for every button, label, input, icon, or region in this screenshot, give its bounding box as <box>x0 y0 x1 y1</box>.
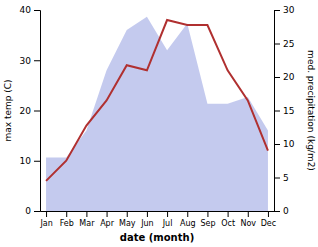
tick-mark <box>207 211 208 217</box>
axis-line <box>275 11 281 212</box>
tick-label: Jul <box>162 219 173 228</box>
tick-label: 5 <box>283 173 289 183</box>
tick-label: Feb <box>60 219 74 228</box>
tick-mark <box>274 77 280 78</box>
line <box>46 20 268 181</box>
plot-area: Jan Feb Mar Apr May Jun Jul Aug Sep Oct Nov Dec 0 10 2… <box>20 5 295 227</box>
tick-mark <box>127 211 128 217</box>
tick: Dec <box>261 211 276 228</box>
tick: 20 <box>20 106 40 116</box>
tick-label: Nov <box>240 219 256 228</box>
chart-container: Jan Feb Mar Apr May Jun Jul Aug Sep Oct Nov Dec 0 10 2… <box>0 0 318 247</box>
tick: 20 <box>274 72 295 82</box>
tick: Mar <box>79 211 95 228</box>
tick-mark <box>187 211 188 217</box>
tick-mark <box>86 211 87 217</box>
tick-label: 10 <box>20 156 32 166</box>
tick: 25 <box>274 39 294 49</box>
tick-mark <box>274 178 280 179</box>
tick-mark <box>66 211 67 217</box>
axis-line <box>41 211 275 212</box>
tick: Feb <box>60 211 74 228</box>
tick-mark <box>46 211 47 217</box>
tick-label: Jun <box>140 219 154 228</box>
tick-mark <box>274 44 280 45</box>
tick-mark <box>274 10 280 11</box>
x-axis: Jan Feb Mar Apr May Jun Jul Aug Sep Oct Nov Dec <box>39 211 276 228</box>
tick: Jan <box>39 211 52 228</box>
area <box>46 17 268 211</box>
tick-label: 20 <box>283 72 295 82</box>
tick: Oct <box>221 211 235 228</box>
x-axis-title: date (month) <box>120 232 194 243</box>
tick-mark <box>107 211 108 217</box>
tick-mark <box>274 144 280 145</box>
tick: Nov <box>240 211 256 228</box>
tick-label: 30 <box>283 5 295 15</box>
tick-label: 25 <box>283 39 294 49</box>
tick: May <box>119 211 136 228</box>
tick: 15 <box>274 106 294 116</box>
tick: Aug <box>180 211 196 228</box>
tick: Jul <box>162 211 173 228</box>
tick-label: Jan <box>39 219 52 228</box>
tick: Sep <box>200 211 215 228</box>
tick-label: 40 <box>20 5 32 15</box>
tick-label: Apr <box>100 219 115 228</box>
tick-label: May <box>119 219 136 228</box>
tick-label: 10 <box>283 139 295 149</box>
tick-label: 30 <box>20 56 32 66</box>
tick-label: 0 <box>25 206 31 216</box>
tick-mark <box>34 211 40 212</box>
tick-mark <box>268 211 269 217</box>
y-axis-title: max temp (C) <box>3 79 13 141</box>
tick-label: 0 <box>283 206 289 216</box>
tick: Jun <box>140 211 154 228</box>
tick-mark <box>248 211 249 217</box>
tick: 5 <box>274 173 289 183</box>
tick-mark <box>274 111 280 112</box>
tick: 30 <box>274 5 295 15</box>
tick-label: Aug <box>180 219 196 228</box>
tick: 10 <box>20 156 40 166</box>
tick-label: Oct <box>221 219 235 228</box>
tick-mark <box>274 211 280 212</box>
marks <box>46 17 268 211</box>
tick-label: 20 <box>20 106 32 116</box>
tick: 40 <box>20 5 40 15</box>
tick-mark <box>34 10 40 11</box>
tick-mark <box>34 161 40 162</box>
tick: 10 <box>274 139 295 149</box>
tick-mark <box>167 211 168 217</box>
tick: Apr <box>100 211 115 228</box>
tick-label: Sep <box>200 219 215 228</box>
chart: Jan Feb Mar Apr May Jun Jul Aug Sep Oct Nov Dec 0 10 2… <box>0 0 318 247</box>
tick-label: Dec <box>261 219 276 228</box>
tick-mark <box>228 211 229 217</box>
tick: 0 <box>274 206 289 216</box>
tick-label: Mar <box>79 219 95 228</box>
tick-mark <box>147 211 148 217</box>
y-axis: 0 10 20 30 40 <box>20 5 41 216</box>
tick-mark <box>34 111 40 112</box>
axis-line <box>34 11 41 212</box>
tick: 0 <box>25 206 40 216</box>
tick-mark <box>34 60 40 61</box>
tick-label: 15 <box>283 106 294 116</box>
y2-axis-title: med. precipitation (kg/m2) <box>306 50 316 171</box>
tick: 30 <box>20 56 40 66</box>
y2-axis: 0 5 10 15 20 25 30 <box>274 5 295 216</box>
